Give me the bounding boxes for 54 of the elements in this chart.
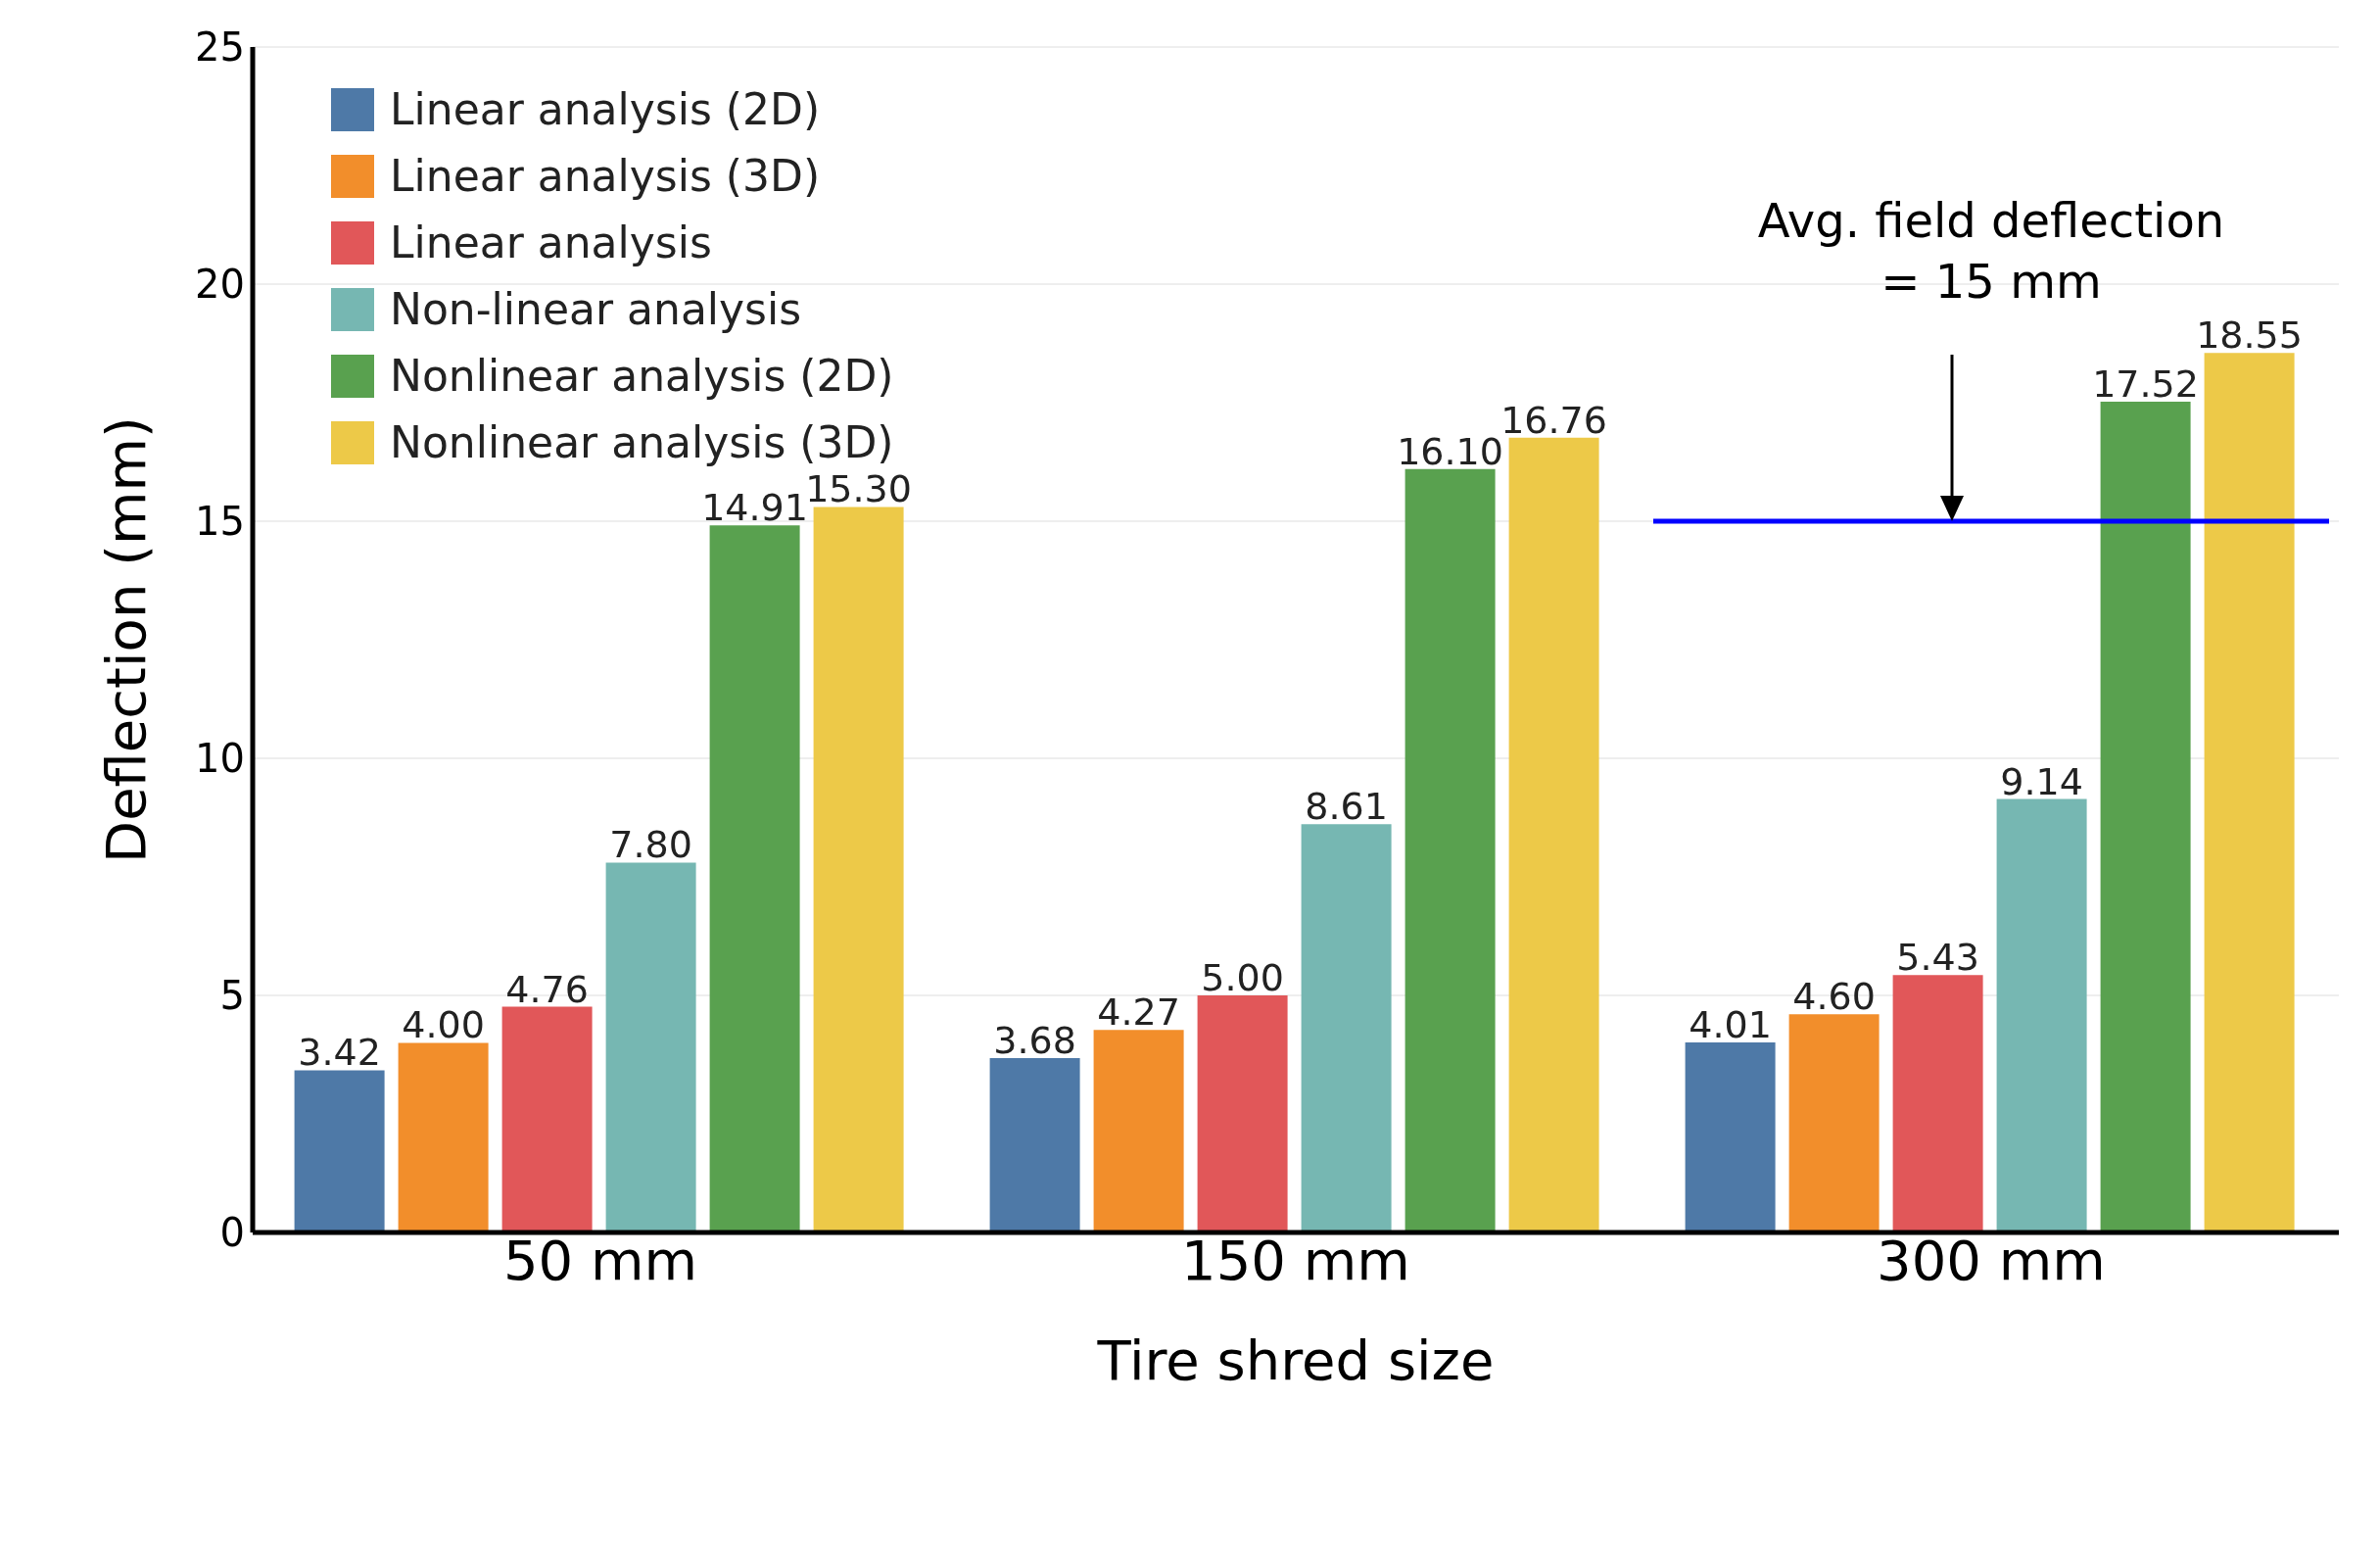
data-label: 17.52 [2092, 362, 2199, 407]
bar [605, 862, 696, 1232]
y-tick-label: 0 [219, 1210, 245, 1256]
data-label: 3.68 [993, 1018, 1076, 1062]
bar [989, 1057, 1080, 1232]
x-axis-title: Tire shred size [1096, 1329, 1495, 1392]
bar [1508, 437, 1599, 1232]
bar [813, 507, 904, 1232]
bar [1996, 798, 2087, 1232]
bar [501, 1006, 593, 1232]
data-label: 5.43 [1896, 936, 1979, 980]
data-label: 5.00 [1201, 956, 1284, 999]
legend-label: Linear analysis [390, 217, 712, 269]
data-label: 18.55 [2196, 314, 2303, 358]
data-label: 3.42 [298, 1031, 381, 1075]
legend-label: Non-linear analysis [390, 283, 802, 336]
bar [1892, 975, 1983, 1232]
annotation: Avg. field deflection = 15 mm [1757, 193, 2225, 309]
x-tick-label: 300 mm [1877, 1228, 2106, 1292]
data-label: 4.00 [402, 1003, 485, 1047]
y-tick-label: 15 [195, 499, 245, 545]
y-tick-label: 25 [195, 24, 245, 71]
bar [1788, 1014, 1880, 1232]
data-label: 16.76 [1500, 398, 1607, 442]
data-label: 4.01 [1689, 1002, 1772, 1046]
legend-label: Nonlinear analysis (3D) [390, 417, 894, 467]
bar [294, 1070, 385, 1232]
x-tick-label: 150 mm [1181, 1228, 1410, 1292]
bar [1404, 468, 1496, 1232]
data-label: 4.60 [1792, 975, 1876, 1019]
data-label: 14.91 [701, 486, 808, 530]
legend-label: Linear analysis (2D) [390, 83, 821, 136]
y-tick-label: 10 [195, 736, 245, 782]
bar [2100, 402, 2191, 1232]
data-label: 4.76 [505, 967, 589, 1011]
bar [398, 1042, 489, 1232]
bar [1685, 1041, 1776, 1232]
bar [1197, 995, 1288, 1232]
bar [709, 525, 800, 1232]
data-label: 15.30 [805, 467, 912, 511]
data-label: 8.61 [1305, 785, 1388, 829]
y-tick-label: 20 [195, 262, 245, 308]
data-label: 4.27 [1097, 990, 1180, 1035]
bar [1093, 1030, 1184, 1232]
x-tick-label: 50 mm [502, 1228, 698, 1292]
data-label: 7.80 [609, 823, 692, 867]
legend-label: Linear analysis (3D) [390, 150, 821, 203]
data-label: 16.10 [1397, 429, 1503, 473]
y-axis-title: Deflection (mm) [93, 416, 158, 863]
legend-label: Nonlinear analysis (2D) [390, 350, 894, 403]
bar [1301, 824, 1392, 1232]
bar [2204, 353, 2295, 1232]
y-tick-label: 5 [219, 973, 245, 1019]
data-label: 9.14 [2000, 759, 2083, 803]
